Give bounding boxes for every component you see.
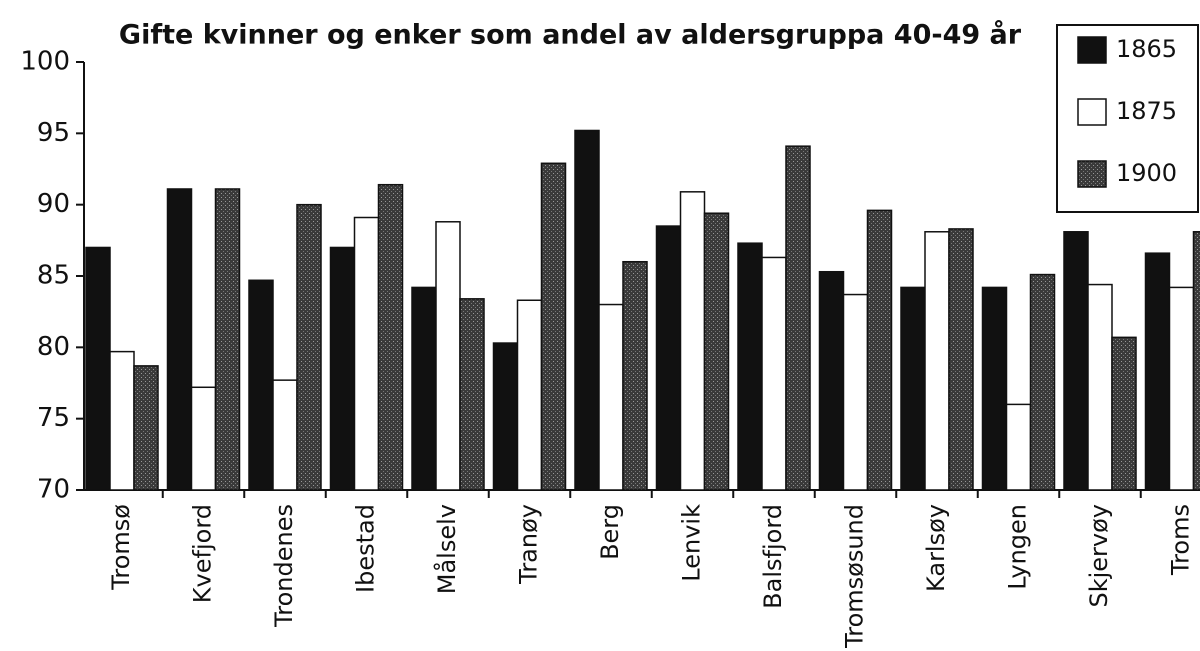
- bar: [737, 242, 763, 491]
- bar: [459, 298, 485, 491]
- bar: [900, 286, 926, 491]
- bar: [761, 256, 787, 491]
- legend-swatch: [1077, 36, 1107, 64]
- legend-swatch: [1077, 160, 1107, 188]
- bar: [133, 365, 159, 491]
- bar: [679, 191, 706, 491]
- x-tick-label: Berg: [596, 504, 624, 560]
- y-tick-label: 95: [37, 118, 70, 148]
- bar: [1087, 283, 1113, 491]
- bar: [214, 188, 241, 491]
- legend-label: 1865: [1116, 35, 1177, 63]
- bar: [85, 246, 111, 491]
- x-tick-label: Balsfjord: [759, 504, 787, 609]
- x-tick-label: Tranøy: [515, 504, 543, 585]
- bar: [948, 228, 974, 491]
- bar: [598, 303, 624, 491]
- bar: [1192, 231, 1200, 491]
- bar: [411, 286, 437, 491]
- x-tick-label: Troms: [1167, 504, 1195, 576]
- bar: [190, 386, 217, 491]
- bar: [622, 260, 648, 491]
- bar: [435, 221, 461, 491]
- bar: [272, 379, 298, 491]
- bar: [655, 225, 682, 491]
- legend-swatch: [1077, 98, 1107, 126]
- bar: [924, 231, 950, 491]
- y-tick-label: 75: [37, 403, 70, 433]
- y-tick-label: 85: [37, 261, 70, 291]
- x-tick-label: Skjervøy: [1085, 504, 1113, 608]
- bar: [329, 246, 356, 491]
- bar: [109, 350, 135, 491]
- x-tick-label: Tromsø: [107, 504, 135, 591]
- bar: [574, 129, 600, 491]
- bar: [1168, 286, 1195, 491]
- x-tick-label: Kvefjord: [189, 504, 217, 603]
- x-tick-label: Ibestad: [352, 504, 380, 593]
- bar: [785, 145, 811, 491]
- bar: [353, 216, 380, 491]
- bar: [540, 162, 567, 491]
- y-tick-label: 70: [37, 475, 70, 505]
- y-tick-label: 100: [20, 47, 70, 77]
- legend-label: 1875: [1116, 97, 1177, 125]
- y-tick-label: 90: [37, 189, 70, 219]
- bar: [1063, 231, 1089, 491]
- legend-label: 1900: [1116, 159, 1177, 187]
- bar: [516, 299, 543, 491]
- y-tick-label: 80: [37, 332, 70, 362]
- bar: [703, 212, 730, 491]
- x-tick-label: Målselv: [432, 504, 461, 594]
- bar: [296, 203, 322, 491]
- bar: [377, 183, 404, 491]
- chart-title: Gifte kvinner og enker som andel av alde…: [119, 19, 1022, 51]
- bar: [981, 286, 1008, 491]
- x-tick-label: Karlsøy: [922, 504, 950, 592]
- bar: [866, 209, 893, 491]
- bar: [842, 293, 869, 491]
- bar: [1144, 252, 1171, 491]
- bar: [248, 279, 274, 491]
- x-tick-label: Trondenes: [270, 504, 298, 628]
- bar: [1005, 403, 1032, 491]
- x-tick-label: Lenvik: [678, 504, 706, 582]
- x-tick-label: Lyngen: [1004, 504, 1032, 590]
- bar: [1029, 273, 1056, 491]
- bar: [1111, 336, 1137, 491]
- bar: [492, 342, 519, 491]
- bar: [166, 188, 193, 491]
- x-tick-label: Tromsøsund: [841, 504, 869, 649]
- bar: [818, 270, 845, 491]
